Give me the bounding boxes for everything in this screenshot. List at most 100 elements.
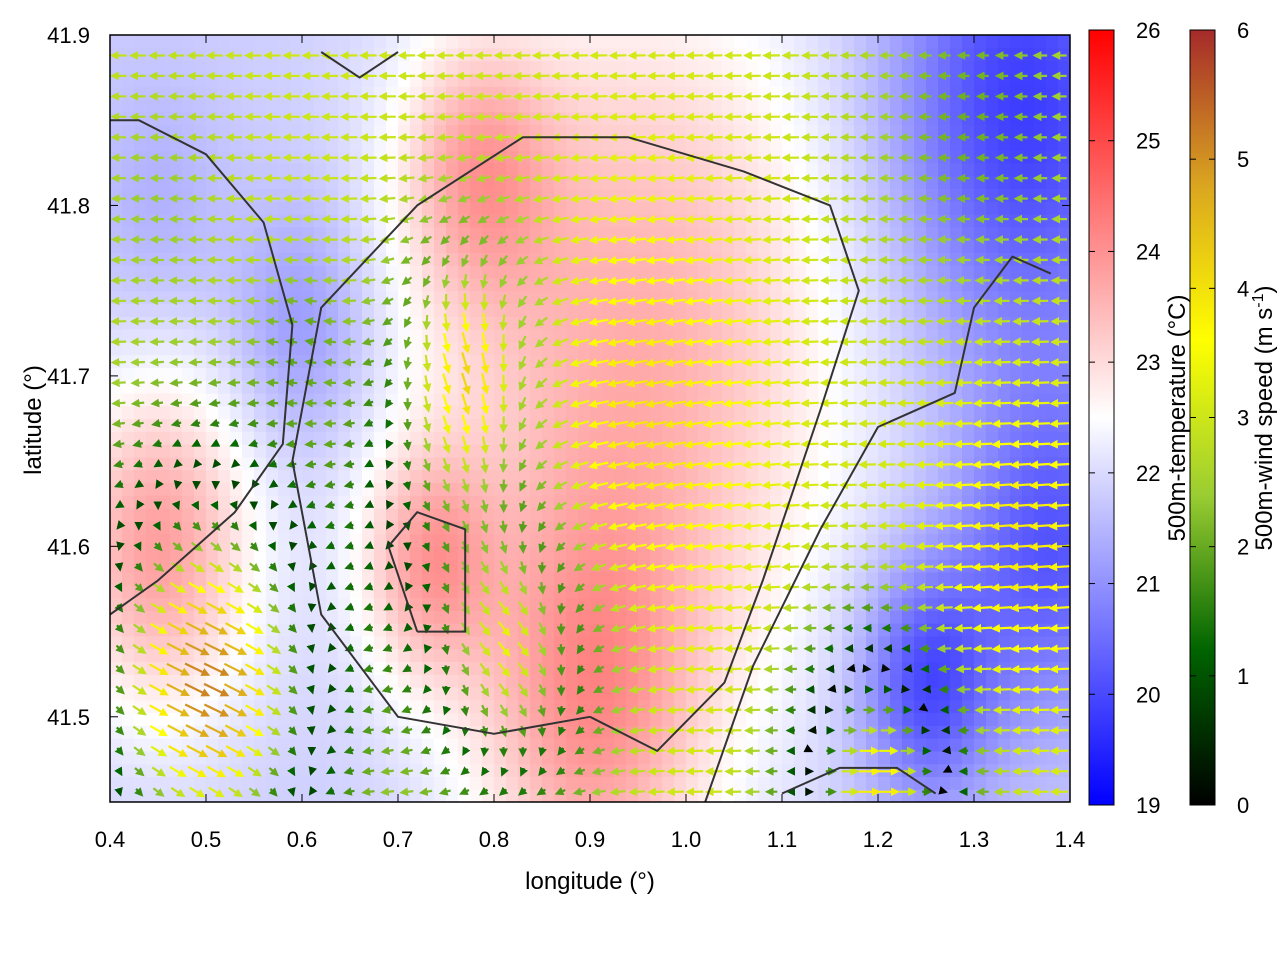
heatmap-cell — [446, 533, 459, 547]
heatmap-cell — [398, 405, 411, 420]
wind-vector — [110, 378, 126, 388]
heatmap-cell — [326, 392, 339, 407]
heatmap-cell — [902, 316, 915, 330]
heatmap-cell — [422, 98, 435, 113]
heatmap-cell — [230, 60, 243, 74]
heatmap-cell — [518, 508, 531, 522]
heatmap-cell — [158, 226, 171, 241]
heatmap-cell — [146, 367, 159, 381]
heatmap-cell — [170, 265, 183, 279]
heatmap-cell — [302, 60, 315, 74]
heatmap-cell — [1010, 367, 1023, 381]
heatmap-cell — [254, 341, 267, 356]
heatmap-cell — [1058, 495, 1070, 509]
heatmap-cell — [146, 265, 159, 279]
heatmap-cell — [686, 60, 699, 74]
heatmap-cell — [890, 290, 903, 305]
heatmap-cell — [782, 520, 795, 535]
heatmap-cell — [950, 725, 963, 739]
heatmap-cell — [722, 571, 735, 586]
heatmap-cell — [638, 571, 651, 586]
heatmap-cell — [986, 111, 999, 126]
heatmap-cell — [206, 124, 219, 138]
heatmap-cell — [578, 418, 591, 432]
heatmap-cell — [386, 508, 399, 522]
heatmap-cell — [566, 674, 579, 688]
heatmap-cell — [638, 214, 651, 228]
heatmap-cell — [410, 137, 423, 151]
heatmap-cell — [782, 431, 795, 445]
heatmap-cell — [470, 226, 483, 241]
heatmap-cell — [926, 635, 939, 650]
heatmap-cell — [302, 201, 315, 215]
heatmap-cell — [902, 712, 915, 726]
heatmap-cell — [446, 290, 459, 305]
heatmap-cell — [386, 635, 399, 650]
heatmap-cell — [890, 367, 903, 381]
heatmap-cell — [266, 367, 279, 381]
heatmap-cell — [110, 303, 123, 317]
heatmap-cell — [266, 303, 279, 317]
heatmap-cell — [794, 239, 807, 253]
heatmap-cell — [278, 124, 291, 138]
heatmap-cell — [830, 546, 843, 560]
heatmap-cell — [134, 316, 147, 330]
heatmap-cell — [818, 750, 831, 765]
heatmap-cell — [218, 469, 231, 483]
heatmap-cell — [782, 86, 795, 100]
heatmap-cell — [170, 329, 183, 343]
heatmap-cell — [1022, 610, 1035, 624]
heatmap-cell — [974, 469, 987, 483]
heatmap-cell — [542, 98, 555, 113]
heatmap-cell — [806, 265, 819, 279]
heatmap-cell — [698, 674, 711, 688]
heatmap-cell — [902, 610, 915, 624]
heatmap-cell — [566, 367, 579, 381]
heatmap-cell — [698, 265, 711, 279]
heatmap-cell — [1034, 290, 1047, 305]
heatmap-cell — [626, 776, 639, 790]
heatmap-cell — [290, 188, 303, 202]
heatmap-cell — [698, 776, 711, 790]
heatmap-cell — [146, 239, 159, 253]
heatmap-cell — [398, 469, 411, 483]
heatmap-cell — [422, 610, 435, 624]
heatmap-cell — [170, 469, 183, 483]
heatmap-cell — [794, 162, 807, 177]
heatmap-cell — [914, 162, 927, 177]
heatmap-cell — [122, 341, 135, 356]
heatmap-cell — [818, 623, 831, 637]
heatmap-cell — [914, 508, 927, 522]
heatmap-cell — [914, 341, 927, 356]
heatmap-cell — [1034, 201, 1047, 215]
heatmap-cell — [974, 750, 987, 765]
heatmap-cell — [422, 571, 435, 586]
heatmap-cell — [1046, 367, 1059, 381]
heatmap-cell — [122, 674, 135, 688]
heatmap-cell — [422, 776, 435, 790]
heatmap-cell — [614, 571, 627, 586]
heatmap-cell — [818, 431, 831, 445]
heatmap-cell — [254, 559, 267, 573]
heatmap-cell — [866, 712, 879, 726]
heatmap-cell — [758, 776, 771, 790]
heatmap-cell — [314, 699, 327, 714]
heatmap-cell — [650, 776, 663, 790]
heatmap-cell — [158, 533, 171, 547]
heatmap-cell — [182, 354, 195, 368]
heatmap-cell — [554, 533, 567, 547]
heatmap-cell — [134, 35, 147, 49]
heatmap-cell — [242, 405, 255, 420]
heatmap-cell — [470, 137, 483, 151]
heatmap-cell — [230, 712, 243, 726]
heatmap-cell — [218, 329, 231, 343]
heatmap-cell — [1046, 341, 1059, 356]
heatmap-cell — [374, 597, 387, 611]
heatmap-cell — [710, 367, 723, 381]
heatmap-cell — [878, 508, 891, 522]
heatmap-cell — [890, 265, 903, 279]
heatmap-cell — [566, 98, 579, 113]
heatmap-cell — [734, 201, 747, 215]
heatmap-cell — [146, 137, 159, 151]
heatmap-cell — [146, 431, 159, 445]
